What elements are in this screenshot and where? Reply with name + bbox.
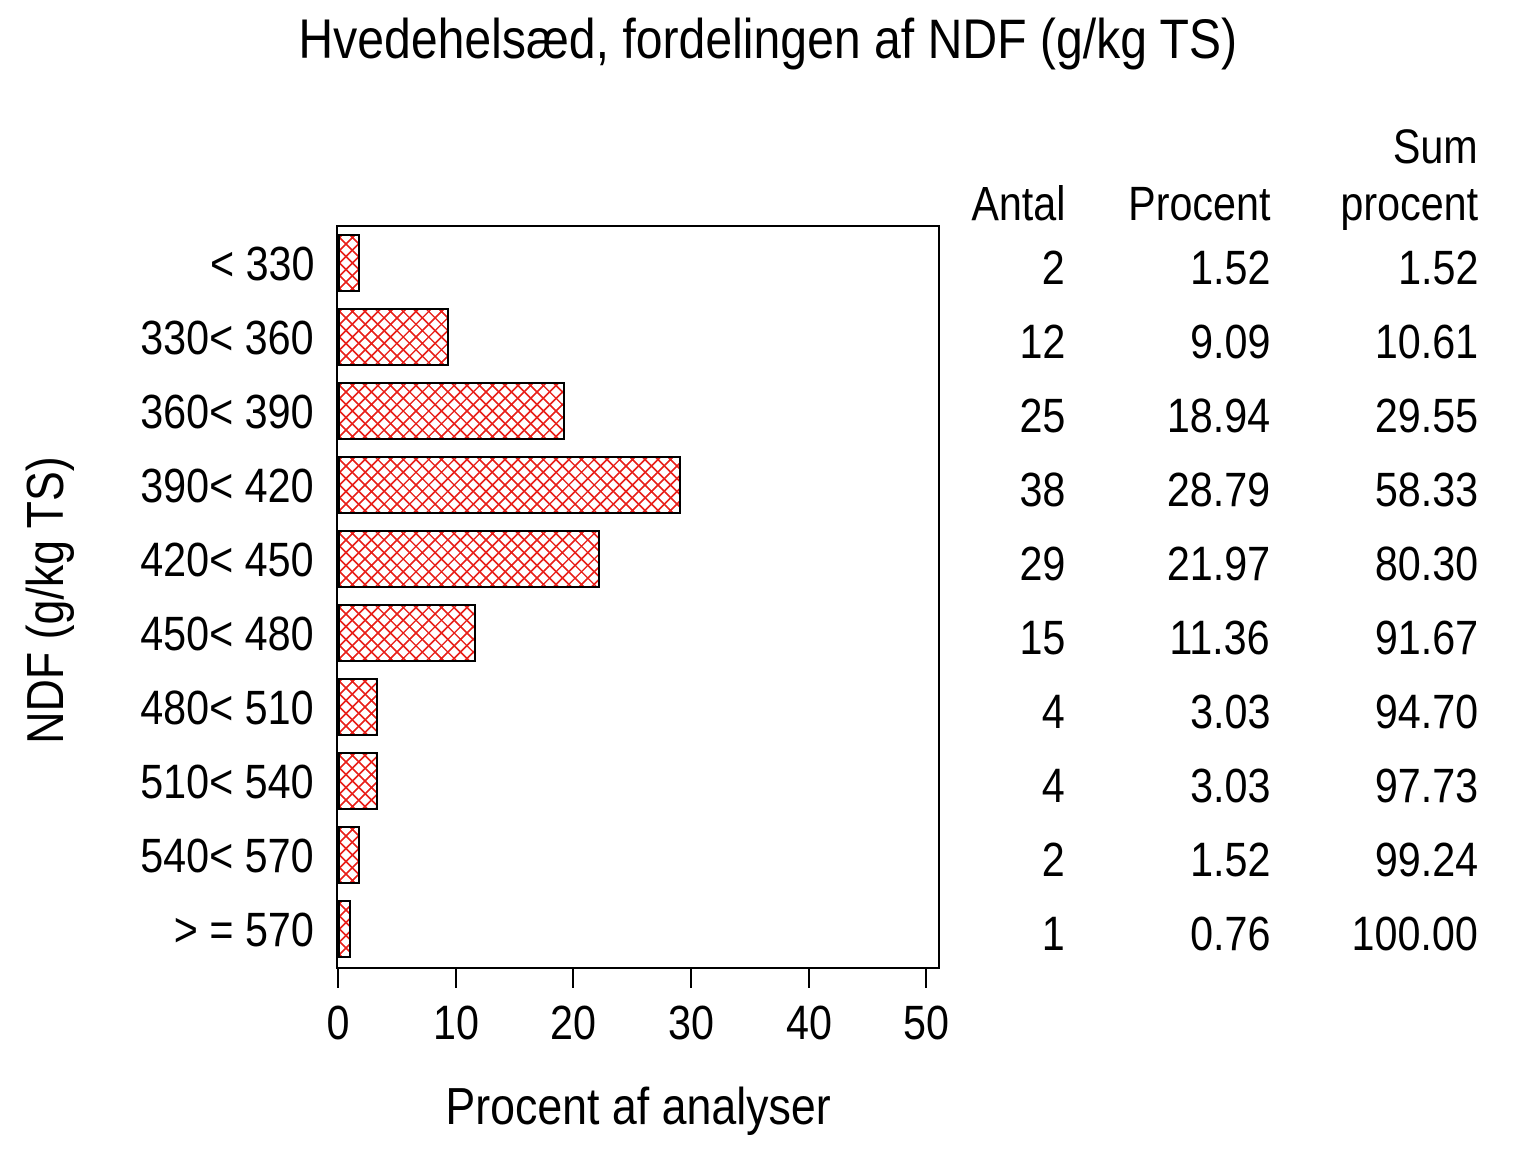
antal-value: 2 [1042,833,1065,887]
sum-procent-value: 1.52 [1397,241,1478,295]
header-sum-line1: Sum [1393,121,1478,174]
bar [338,308,449,366]
header-sum-line2: procent [1340,178,1478,231]
antal-value: 2 [1042,241,1065,295]
table-row: 1 0.76 100.00 [950,897,1478,971]
y-tick-label: < 330 [209,237,314,291]
y-tick-label: > = 570 [173,903,314,957]
procent-value: 3.03 [1189,685,1270,739]
plot-area [336,225,940,969]
tick-mark [572,968,575,988]
procent-value: 0.76 [1189,907,1270,961]
sum-procent-value: 58.33 [1374,463,1478,517]
bar-band [338,449,938,523]
table-row: 4 3.03 94.70 [950,675,1478,749]
summary-table-body: 2 1.52 1.52 12 9.09 10.61 25 18.94 29.55… [950,231,1478,971]
procent-value: 9.09 [1189,315,1270,369]
bar [338,234,360,292]
procent-value: 18.94 [1166,389,1270,443]
bar-band [338,819,938,893]
tick-mark [454,968,457,988]
table-row: 2 1.52 99.24 [950,823,1478,897]
x-axis-title: Procent af analyser [445,1078,831,1136]
y-tick-label: 450< 480 [140,607,314,661]
chart-title: Hvedehelsæd, fordelingen af NDF (g/kg TS… [0,0,1536,76]
tick-mark [925,968,928,988]
antal-value: 4 [1042,685,1065,739]
bar-band [338,523,938,597]
antal-value: 25 [1019,389,1065,443]
y-tick-label: 330< 360 [140,311,314,365]
antal-value: 4 [1042,759,1065,813]
header-antal: Antal [970,178,1065,231]
tick-mark [689,968,692,988]
x-axis: 0 10 20 30 40 50 [327,968,949,1050]
tick-mark [337,968,339,988]
antal-value: 1 [1042,907,1065,961]
sum-procent-value: 97.73 [1374,759,1478,813]
sum-procent-value: 100.00 [1351,907,1478,961]
antal-value: 15 [1019,611,1065,665]
bar [338,752,378,810]
sum-procent-value: 29.55 [1374,389,1478,443]
y-tick-label: 480< 510 [140,681,314,735]
antal-value: 38 [1019,463,1065,517]
summary-table-header: Sum Antal Procent procent [950,118,1478,232]
y-tick-label: 390< 420 [140,459,314,513]
table-row: 4 3.03 97.73 [950,749,1478,823]
procent-value: 11.36 [1169,611,1270,665]
bar-band [338,745,938,819]
table-row: 2 1.52 1.52 [950,231,1478,305]
table-row: 38 28.79 58.33 [950,453,1478,527]
header-row-sum: Sum [950,118,1478,175]
sum-procent-value: 99.24 [1374,833,1478,887]
y-tick-label: 420< 450 [140,533,314,587]
procent-value: 1.52 [1189,833,1270,887]
table-row: 12 9.09 10.61 [950,305,1478,379]
bar-band [338,671,938,745]
y-tick-label: 540< 570 [140,829,314,883]
bar-band [338,301,938,375]
bar [338,678,378,736]
bar [338,900,351,958]
bar-band [338,597,938,671]
y-tick-label: 360< 390 [140,385,314,439]
antal-value: 12 [1019,315,1065,369]
bar [338,530,601,588]
tick-mark [807,968,810,988]
bar [338,382,565,440]
bar [338,456,681,514]
procent-value: 3.03 [1189,759,1270,813]
sum-procent-value: 10.61 [1374,315,1478,369]
procent-value: 28.79 [1166,463,1270,517]
bar-band [338,375,938,449]
bar-band [338,227,938,301]
table-row: 25 18.94 29.55 [950,379,1478,453]
sum-procent-value: 80.30 [1374,537,1478,591]
sum-procent-value: 94.70 [1374,685,1478,739]
header-procent: Procent [1127,178,1270,231]
procent-value: 1.52 [1189,241,1270,295]
table-row: 29 21.97 80.30 [950,527,1478,601]
y-tick-label: 510< 540 [140,755,314,809]
header-row-main: Antal Procent procent [950,175,1478,232]
bar-band [338,893,938,967]
bar [338,604,476,662]
procent-value: 21.97 [1166,537,1270,591]
y-axis-tick-labels: < 330 330< 360 360< 390 390< 420 420< 45… [0,227,314,967]
sum-procent-value: 91.67 [1374,611,1478,665]
antal-value: 29 [1019,537,1065,591]
bar [338,826,360,884]
chart-title-text: Hvedehelsæd, fordelingen af NDF (g/kg TS… [298,6,1238,70]
table-row: 15 11.36 91.67 [950,601,1478,675]
